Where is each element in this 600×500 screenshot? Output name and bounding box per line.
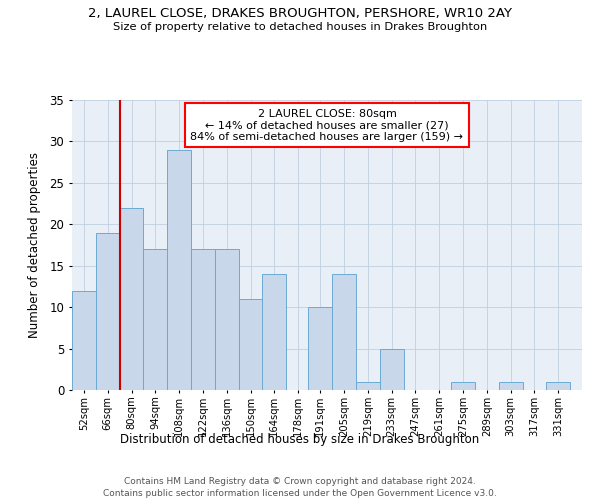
Bar [356, 382, 380, 390]
Bar [262, 274, 286, 390]
Bar [72, 290, 96, 390]
Bar [332, 274, 356, 390]
Bar [547, 382, 570, 390]
Text: Contains HM Land Registry data © Crown copyright and database right 2024.: Contains HM Land Registry data © Crown c… [124, 478, 476, 486]
Bar [308, 307, 332, 390]
Bar [96, 232, 119, 390]
Bar [380, 348, 404, 390]
Text: Contains public sector information licensed under the Open Government Licence v3: Contains public sector information licen… [103, 489, 497, 498]
Bar [143, 249, 167, 390]
Bar [119, 208, 143, 390]
Bar [191, 249, 215, 390]
Bar [499, 382, 523, 390]
Y-axis label: Number of detached properties: Number of detached properties [28, 152, 41, 338]
Bar [215, 249, 239, 390]
Bar [167, 150, 191, 390]
Bar [451, 382, 475, 390]
Text: 2 LAUREL CLOSE: 80sqm
← 14% of detached houses are smaller (27)
84% of semi-deta: 2 LAUREL CLOSE: 80sqm ← 14% of detached … [191, 108, 464, 142]
Text: 2, LAUREL CLOSE, DRAKES BROUGHTON, PERSHORE, WR10 2AY: 2, LAUREL CLOSE, DRAKES BROUGHTON, PERSH… [88, 8, 512, 20]
Bar [239, 299, 262, 390]
Text: Size of property relative to detached houses in Drakes Broughton: Size of property relative to detached ho… [113, 22, 487, 32]
Text: Distribution of detached houses by size in Drakes Broughton: Distribution of detached houses by size … [121, 432, 479, 446]
